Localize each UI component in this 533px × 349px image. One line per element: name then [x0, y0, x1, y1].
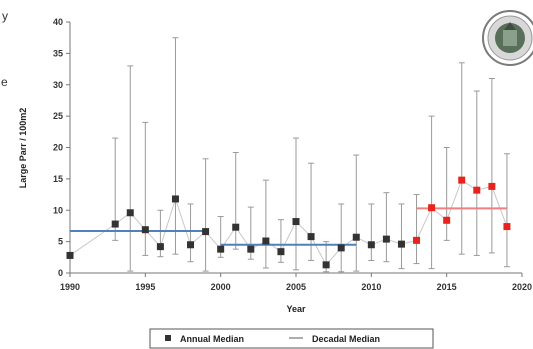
- annual-median-point: [428, 204, 436, 212]
- x-tick-label: 2020: [512, 282, 532, 292]
- annual-median-point: [217, 245, 225, 253]
- annual-median-point: [443, 216, 451, 224]
- y-tick-label: 0: [58, 268, 63, 278]
- annual-median-point: [126, 209, 134, 217]
- annual-median-point: [111, 220, 119, 228]
- annual-median-point: [458, 176, 466, 184]
- legend: Annual Median Decadal Median: [149, 328, 434, 349]
- annual-median-point: [156, 243, 164, 251]
- x-tick-label: 2005: [286, 282, 306, 292]
- annual-median-point: [171, 195, 179, 203]
- annual-median-point: [262, 237, 270, 245]
- annual-median-point: [66, 251, 74, 259]
- annual-median-point: [292, 218, 300, 226]
- annual-median-point: [322, 261, 330, 269]
- y-tick-label: 20: [53, 143, 63, 153]
- y-tick-label: 25: [53, 111, 63, 121]
- y-tick-label: 15: [53, 174, 63, 184]
- x-tick-label: 1990: [60, 282, 80, 292]
- legend-annual-median-marker: [165, 335, 171, 341]
- y-tick-label: 5: [58, 237, 63, 247]
- annual-median-point: [337, 244, 345, 252]
- annual-median-point: [397, 240, 405, 248]
- annual-median-point: [232, 223, 240, 231]
- error-bars: [112, 37, 510, 273]
- annual-median-point: [503, 223, 511, 231]
- x-tick-label: 2000: [211, 282, 231, 292]
- annual-median-point: [247, 245, 255, 253]
- series-connector-line: [69, 179, 508, 266]
- annual-median-point: [413, 236, 421, 244]
- x-tick-label: 2010: [361, 282, 381, 292]
- legend-annual-median-label: Annual Median: [180, 334, 244, 344]
- y-axis-ticks: 0 5 10 15 20 25 30 35 40: [53, 17, 70, 278]
- annual-median-point: [488, 182, 496, 190]
- annual-median-point: [367, 241, 375, 249]
- annual-median-point: [352, 233, 360, 241]
- annual-median-point: [307, 233, 315, 241]
- y-tick-label: 10: [53, 205, 63, 215]
- edge-text-fragment-1: y: [2, 9, 8, 23]
- x-tick-label: 1995: [135, 282, 155, 292]
- annual-median-point: [141, 226, 149, 234]
- x-axis-ticks: 1990 1995 2000 2005 2010 2015 2020: [60, 273, 532, 292]
- annual-median-point: [187, 241, 195, 249]
- maine-seal-logo: [482, 10, 533, 66]
- y-tick-label: 40: [53, 17, 63, 27]
- legend-decadal-median-label: Decadal Median: [312, 334, 380, 344]
- x-tick-label: 2015: [437, 282, 457, 292]
- plot-area: 0 5 10 15 20 25 30 35 40 1990 1995 2000 2005 2010 201…: [53, 17, 532, 292]
- annual-median-point: [382, 235, 390, 243]
- y-tick-label: 35: [53, 48, 63, 58]
- edge-text-fragment-2: e: [1, 75, 8, 89]
- annual-median-connector: [69, 179, 508, 266]
- annual-median-point: [277, 248, 285, 256]
- y-axis-label: Large Parr / 100m2: [18, 108, 28, 189]
- y-tick-label: 30: [53, 80, 63, 90]
- decadal-median-lines: [70, 207, 507, 246]
- annual-median-points: [66, 176, 511, 269]
- x-axis-label: Year: [286, 304, 306, 314]
- annual-median-point: [473, 186, 481, 194]
- annual-median-point: [202, 228, 210, 236]
